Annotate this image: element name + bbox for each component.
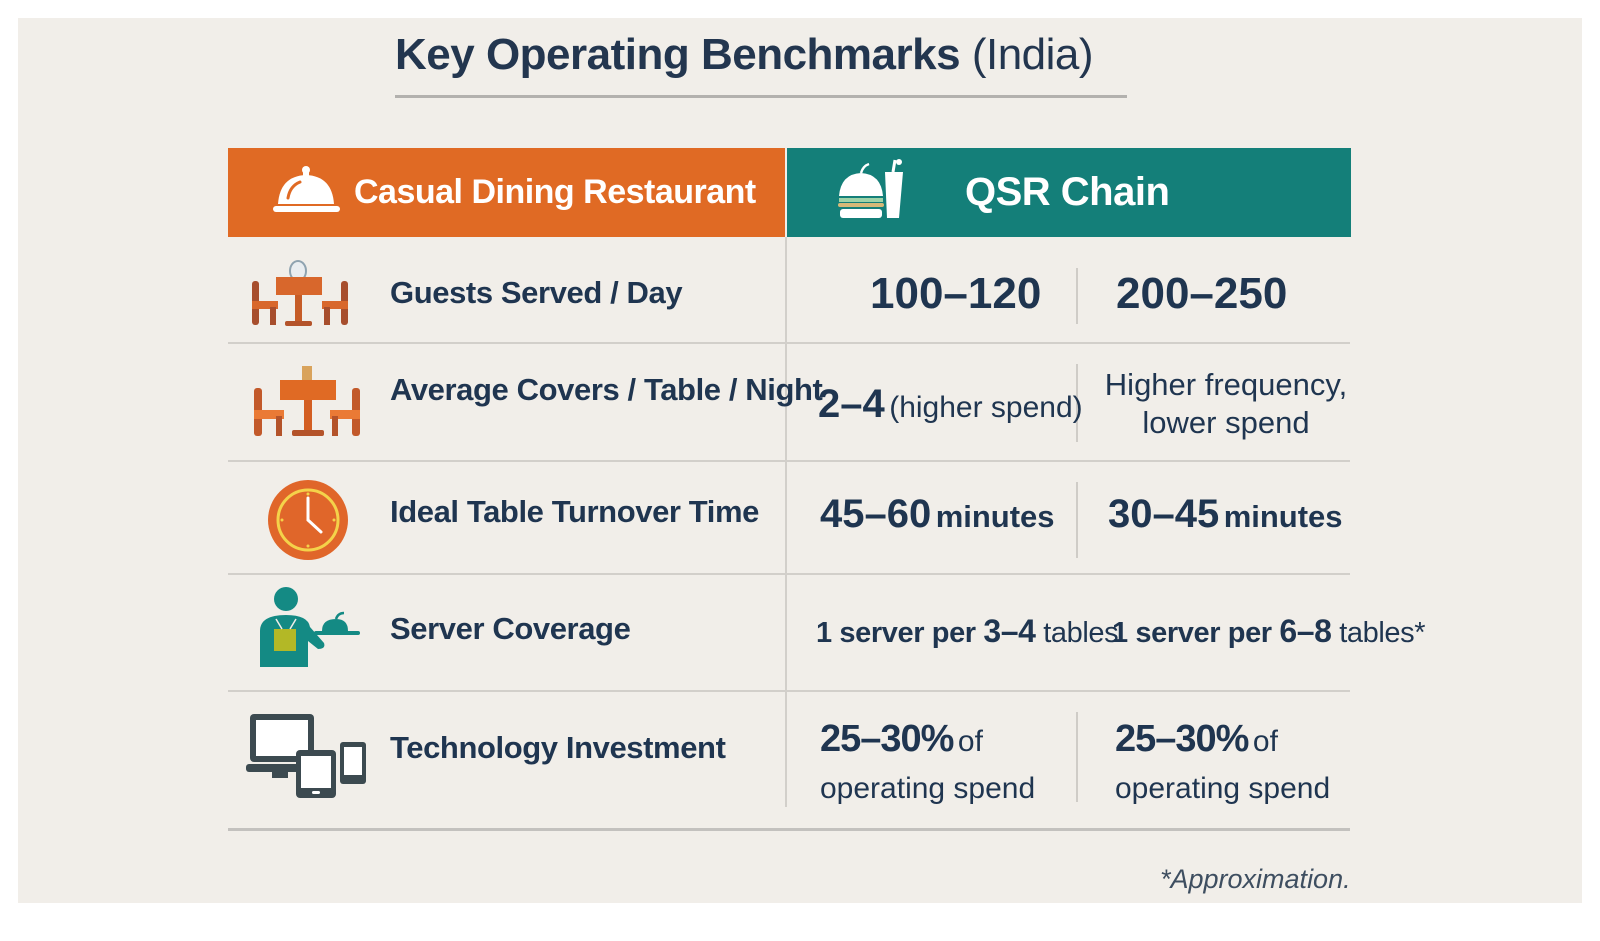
title-main: Key Operating Benchmarks xyxy=(395,30,961,79)
column-header-label: QSR Chain xyxy=(965,170,1170,214)
casual-value: 45–60 minutes xyxy=(820,492,1055,537)
value-separator xyxy=(1076,482,1078,558)
table-row-average-covers: Average Covers / Table / Night 2–4 (high… xyxy=(228,344,1350,460)
title-underline xyxy=(395,95,1127,98)
footnote: *Approximation. xyxy=(1160,864,1351,894)
qsr-value: Higher frequency, lower spend xyxy=(1086,366,1366,442)
qsr-value-count: 1 xyxy=(1112,617,1128,649)
table-bottom-rule xyxy=(228,828,1350,831)
dining-table-plate-icon xyxy=(250,257,350,334)
casual-value: 1 server per 3–4 tables xyxy=(816,613,1119,650)
qsr-value: 25–30% of operating spend xyxy=(1115,718,1330,815)
table-row-guests-served: Guests Served / Day 100–120 200–250 xyxy=(228,237,1350,342)
table-row-server-coverage: Server Coverage 1 server per 3–4 tables … xyxy=(228,575,1426,690)
clock-icon xyxy=(266,478,350,567)
metric-label: Ideal Table Turnover Time xyxy=(390,494,759,529)
qsr-value: 30–45 minutes xyxy=(1108,492,1343,537)
row-divider xyxy=(228,690,1350,692)
qsr-value-text: server per xyxy=(1135,617,1272,649)
burger-drink-icon xyxy=(837,158,907,227)
metric-label: Server Coverage xyxy=(390,611,631,646)
dining-table-candle-icon xyxy=(252,364,362,445)
casual-value: 25–30% of operating spend xyxy=(820,718,1035,815)
qsr-value-main: 30–45 xyxy=(1108,492,1220,536)
row-divider xyxy=(228,460,1350,462)
qsr-value-line1: Higher frequency, xyxy=(1104,367,1348,402)
casual-value-main: 2–4 xyxy=(818,382,885,426)
metric-label: Technology Investment xyxy=(390,730,726,765)
casual-value: 2–4 (higher spend) xyxy=(818,382,1083,427)
metric-label: Guests Served / Day xyxy=(390,275,683,310)
cloche-icon xyxy=(272,164,342,221)
qsr-value-line2: lower spend xyxy=(1142,405,1310,440)
qsr-value: 200–250 xyxy=(1116,269,1288,318)
title-suffix: (India) xyxy=(971,30,1094,79)
casual-value: 100–120 xyxy=(870,269,1042,318)
page-title: Key Operating Benchmarks (India) xyxy=(395,30,1094,80)
qsr-value-unit: minutes xyxy=(1223,499,1343,534)
casual-value-unit: minutes xyxy=(935,499,1055,534)
column-divider xyxy=(785,237,787,807)
table-row-technology-investment: Technology Investment 25–30% of operatin… xyxy=(228,692,1350,828)
casual-value-line2: operating spend xyxy=(820,772,1036,805)
devices-icon xyxy=(246,712,368,803)
casual-value-main: 25–30% xyxy=(820,718,954,760)
value-separator xyxy=(1076,268,1078,324)
row-divider xyxy=(228,342,1350,344)
column-header-label: Casual Dining Restaurant xyxy=(354,173,756,211)
qsr-value-main: 6–8 xyxy=(1279,613,1332,649)
value-separator xyxy=(1076,712,1078,802)
casual-value-count: 1 xyxy=(816,617,832,649)
metric-label: Average Covers / Table / Night xyxy=(390,372,823,407)
casual-value-main: 3–4 xyxy=(983,613,1036,649)
value-separator xyxy=(1076,364,1078,442)
casual-value-note: (higher spend) xyxy=(889,391,1083,424)
column-header-casual-dining: Casual Dining Restaurant xyxy=(228,148,785,237)
casual-value-unit: tables xyxy=(1043,617,1119,649)
casual-value-main: 45–60 xyxy=(820,492,932,536)
casual-value-text: server per xyxy=(839,617,976,649)
qsr-value: 1 server per 6–8 tables* xyxy=(1112,613,1426,650)
table-row-turnover-time: Ideal Table Turnover Time 45–60 minutes … xyxy=(228,462,1350,573)
qsr-value-suffix: of xyxy=(1252,725,1278,758)
qsr-value-main: 25–30% xyxy=(1115,718,1249,760)
qsr-value-line2: operating spend xyxy=(1115,772,1331,805)
waiter-icon xyxy=(256,587,364,676)
casual-value-suffix: of xyxy=(957,725,983,758)
qsr-value-unit: tables* xyxy=(1339,617,1426,649)
row-divider xyxy=(228,573,1350,575)
column-header-qsr-chain: QSR Chain xyxy=(787,148,1351,237)
